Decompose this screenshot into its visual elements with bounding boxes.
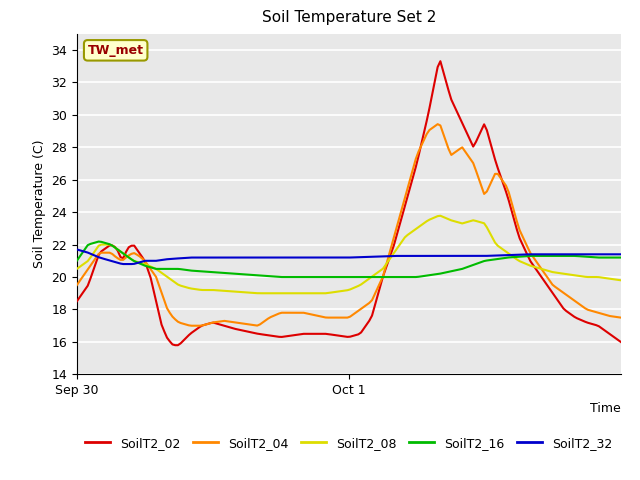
Y-axis label: Soil Temperature (C): Soil Temperature (C) (33, 140, 45, 268)
Text: Time: Time (590, 402, 621, 415)
Legend: SoilT2_02, SoilT2_04, SoilT2_08, SoilT2_16, SoilT2_32: SoilT2_02, SoilT2_04, SoilT2_08, SoilT2_… (81, 432, 617, 455)
Text: TW_met: TW_met (88, 44, 144, 57)
Title: Soil Temperature Set 2: Soil Temperature Set 2 (262, 11, 436, 25)
